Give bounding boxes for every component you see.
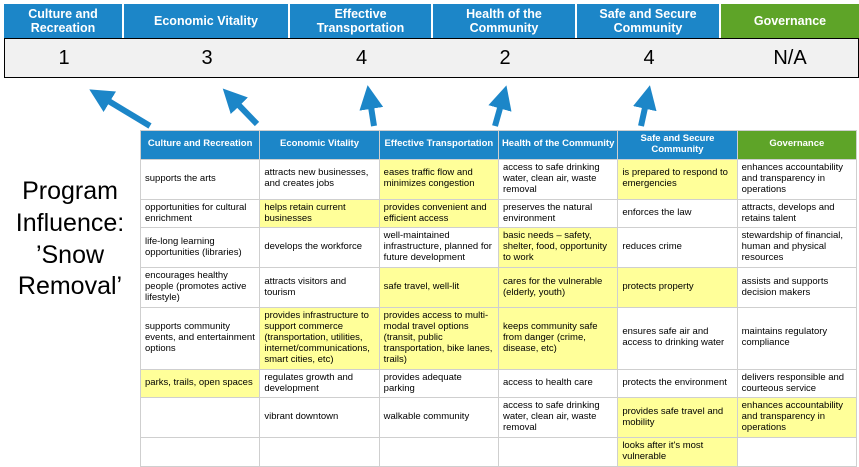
title-line: Removal’ <box>17 272 123 301</box>
category-header-row: Culture and Recreation Economic Vitality… <box>4 4 859 38</box>
table-cell: maintains regulatory compliance <box>736 306 858 370</box>
category-effective-transportation: Effective Transportation <box>290 4 431 38</box>
table-cell: access to safe drinking water, clean air… <box>497 158 619 200</box>
table-cell: keeps community safe from danger (crime,… <box>497 306 619 370</box>
table-cell: reduces crime <box>617 227 738 269</box>
table-cell: provides access to multi-modal travel op… <box>378 306 499 370</box>
table-cell: opportunities for cultural enrichment <box>139 198 261 229</box>
category-economic-vitality: Economic Vitality <box>124 4 288 38</box>
table-row: parks, trails, open spaces regulates grow… <box>139 368 858 399</box>
category-safe-and-secure-community: Safe and Secure Community <box>577 4 719 38</box>
table-cell: ensures safe air and access to drinking … <box>617 306 738 370</box>
table-cell: protects property <box>617 267 738 308</box>
matrix-header-row: Culture and Recreation Economic Vitality… <box>139 130 858 160</box>
score-row: 1 3 4 2 4 N/A <box>4 38 859 78</box>
table-row: opportunities for cultural enrichment hel… <box>139 198 858 229</box>
table-cell: delivers responsible and courteous servi… <box>736 368 858 399</box>
up-arrow-icon <box>359 85 384 127</box>
up-arrow-icon <box>222 88 260 127</box>
table-cell <box>378 437 499 467</box>
score-health-of-the-community: 2 <box>499 46 511 69</box>
table-cell <box>139 437 261 467</box>
table-cell: preserves the natural environment <box>497 198 619 229</box>
table-cell: parks, trails, open spaces <box>139 368 261 399</box>
score-culture-and-recreation: 1 <box>58 46 70 69</box>
table-cell <box>139 397 261 439</box>
table-cell: protects the environment <box>617 368 738 399</box>
table-cell: attracts visitors and tourism <box>259 267 380 308</box>
matrix-header-culture-and-recreation: Culture and Recreation <box>139 130 261 160</box>
table-row: vibrant downtown walkable community access… <box>139 397 858 439</box>
table-cell <box>736 437 858 467</box>
table-cell: cares for the vulnerable (elderly, youth… <box>497 267 619 308</box>
table-cell: access to safe drinking water, clean air… <box>497 397 619 439</box>
table-cell: vibrant downtown <box>259 397 380 439</box>
category-culture-and-recreation: Culture and Recreation <box>4 4 122 38</box>
table-cell <box>497 437 619 467</box>
score-safe-and-secure-community: 4 <box>643 46 655 69</box>
table-row: looks after it's most vulnerable <box>139 437 858 467</box>
table-cell: provides safe travel and mobility <box>617 397 738 439</box>
table-cell: assists and supports decision makers <box>736 267 858 308</box>
category-governance: Governance <box>721 4 859 38</box>
table-cell: provides infrastructure to support comme… <box>259 306 380 370</box>
table-cell: safe travel, well-lit <box>378 267 499 308</box>
title-line: Influence: <box>15 208 125 237</box>
table-cell: regulates growth and development <box>259 368 380 399</box>
up-arrow-icon <box>488 85 512 127</box>
table-row: life-long learning opportunities (librar… <box>139 227 858 269</box>
table-row: encourages healthy people (promotes acti… <box>139 267 858 308</box>
table-cell: provides adequate parking <box>378 368 499 399</box>
table-cell: provides convenient and efficient access <box>378 198 499 229</box>
table-cell: eases traffic flow and minimizes congest… <box>378 158 499 200</box>
matrix-header-governance: Governance <box>736 130 858 160</box>
score-governance: N/A <box>773 46 807 69</box>
score-economic-vitality: 3 <box>201 46 213 69</box>
table-cell: well-maintained infrastructure, planned … <box>378 227 499 269</box>
table-cell: attracts, develops and retains talent <box>736 198 858 229</box>
table-cell: enhances accountability and transparency… <box>736 397 858 439</box>
table-cell: access to health care <box>497 368 619 399</box>
table-cell: walkable community <box>378 397 499 439</box>
table-cell: looks after it's most vulnerable <box>617 437 738 467</box>
table-cell: is prepared to respond to emergencies <box>617 158 738 200</box>
score-effective-transportation: 4 <box>355 46 368 69</box>
matrix-header-economic-vitality: Economic Vitality <box>259 130 380 160</box>
matrix-header-effective-transportation: Effective Transportation <box>378 130 499 160</box>
table-cell: enforces the law <box>617 198 738 229</box>
table-cell: supports community events, and entertain… <box>139 306 261 370</box>
title-line: ’Snow <box>35 240 105 269</box>
matrix-body: supports the arts attracts new businesses… <box>139 158 858 467</box>
influence-matrix: Culture and Recreation Economic Vitality… <box>139 130 858 467</box>
table-cell: attracts new businesses, and creates job… <box>259 158 380 200</box>
table-cell: enhances accountability and transparency… <box>736 158 858 200</box>
table-cell: life-long learning opportunities (librar… <box>139 227 261 269</box>
table-cell: develops the workforce <box>259 227 380 269</box>
program-influence-title: Program Influence: ’Snow Removal’ <box>0 176 140 303</box>
table-cell: stewardship of financial, human and phys… <box>736 227 858 269</box>
table-cell: basic needs – safety, shelter, food, opp… <box>497 227 619 269</box>
title-line: Program <box>22 177 118 205</box>
table-cell: supports the arts <box>139 158 261 200</box>
table-row: supports community events, and entertain… <box>139 306 858 370</box>
matrix-header-health-of-the-community: Health of the Community <box>497 130 619 160</box>
category-health-of-the-community: Health of the Community <box>433 4 575 38</box>
table-row: supports the arts attracts new businesses… <box>139 158 858 200</box>
up-arrow-icon <box>633 85 657 127</box>
matrix-header-safe-and-secure-community: Safe and Secure Community <box>617 130 738 160</box>
table-cell <box>259 437 380 467</box>
up-arrow-icon <box>89 89 152 129</box>
table-cell: helps retain current businesses <box>259 198 380 229</box>
table-cell: encourages healthy people (promotes acti… <box>139 267 261 308</box>
